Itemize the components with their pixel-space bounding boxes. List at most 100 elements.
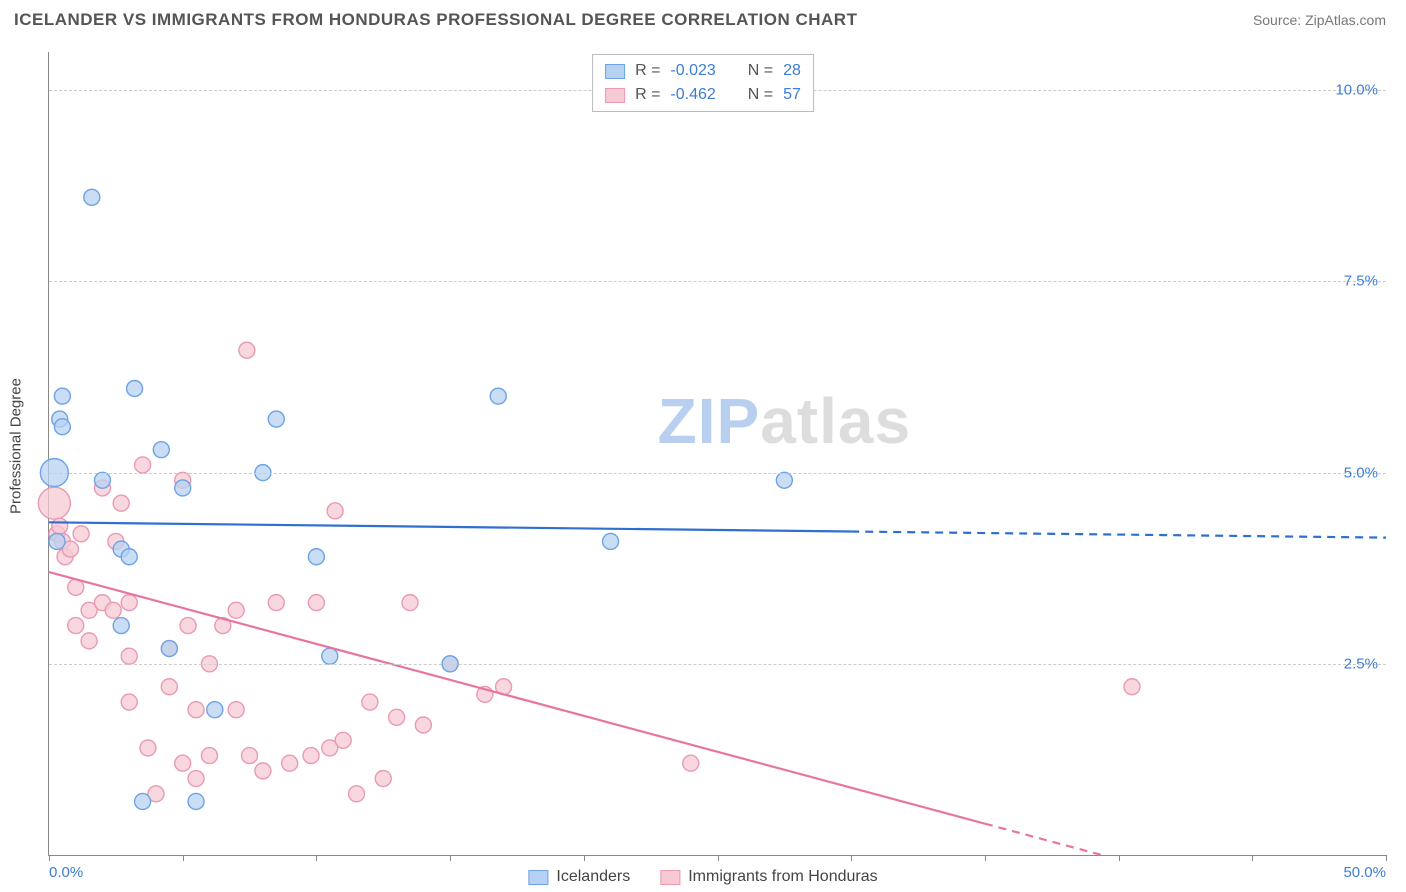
x-tick	[851, 855, 852, 861]
legend: Icelanders Immigrants from Honduras	[528, 868, 877, 886]
x-tick	[718, 855, 719, 861]
data-point	[188, 771, 204, 787]
data-point	[121, 648, 137, 664]
data-point	[308, 595, 324, 611]
data-point	[161, 641, 177, 657]
data-point	[54, 388, 70, 404]
gridline	[49, 664, 1386, 665]
data-point	[113, 495, 129, 511]
data-point	[255, 763, 271, 779]
data-point	[228, 702, 244, 718]
data-point	[175, 480, 191, 496]
data-point	[268, 595, 284, 611]
trend-line-extrapolated	[985, 824, 1102, 855]
y-axis-label: Professional Degree	[8, 378, 25, 514]
data-point	[389, 709, 405, 725]
stat-n-label: N =	[748, 59, 773, 83]
data-point	[327, 503, 343, 519]
data-point	[490, 388, 506, 404]
legend-swatch	[528, 870, 548, 885]
data-point	[121, 694, 137, 710]
data-point	[161, 679, 177, 695]
trend-line-extrapolated	[851, 532, 1386, 538]
y-tick-label: 5.0%	[1344, 464, 1378, 481]
data-point	[188, 793, 204, 809]
data-point	[175, 755, 191, 771]
data-point	[105, 602, 121, 618]
data-point	[402, 595, 418, 611]
data-point	[239, 342, 255, 358]
y-tick-label: 2.5%	[1344, 655, 1378, 672]
x-tick	[584, 855, 585, 861]
x-tick	[1386, 855, 1387, 861]
x-tick	[316, 855, 317, 861]
data-point	[52, 518, 68, 534]
data-point	[228, 602, 244, 618]
x-tick	[1119, 855, 1120, 861]
x-tick	[450, 855, 451, 861]
data-point	[362, 694, 378, 710]
legend-swatch	[660, 870, 680, 885]
y-tick-label: 10.0%	[1335, 82, 1378, 99]
data-point	[322, 648, 338, 664]
chart-header: ICELANDER VS IMMIGRANTS FROM HONDURAS PR…	[0, 0, 1406, 36]
data-point	[603, 533, 619, 549]
correlation-stats-box: R =-0.023N =28R =-0.462N =57	[592, 54, 814, 112]
x-tick-label: 50.0%	[1343, 864, 1386, 881]
stat-r-label: R =	[635, 83, 660, 107]
plot-area: 2.5%5.0%7.5%10.0%0.0%50.0%ZIPatlas	[48, 52, 1386, 856]
gridline	[49, 473, 1386, 474]
data-point	[54, 419, 70, 435]
y-tick-label: 7.5%	[1344, 273, 1378, 290]
data-point	[68, 618, 84, 634]
data-point	[127, 380, 143, 396]
data-point	[303, 748, 319, 764]
stat-n-value: 28	[783, 59, 801, 83]
x-tick	[985, 855, 986, 861]
data-point	[113, 618, 129, 634]
data-point	[335, 732, 351, 748]
x-tick-label: 0.0%	[49, 864, 83, 881]
data-point	[121, 595, 137, 611]
stat-r-label: R =	[635, 59, 660, 83]
x-tick	[183, 855, 184, 861]
data-point	[140, 740, 156, 756]
stats-row: R =-0.462N =57	[605, 83, 801, 107]
legend-item: Icelanders	[528, 868, 630, 886]
data-point	[38, 487, 70, 519]
data-point	[282, 755, 298, 771]
data-point	[81, 633, 97, 649]
chart-title: ICELANDER VS IMMIGRANTS FROM HONDURAS PR…	[14, 10, 857, 30]
series-swatch	[605, 88, 625, 103]
legend-item: Immigrants from Honduras	[660, 868, 877, 886]
data-point	[135, 793, 151, 809]
data-point	[49, 533, 65, 549]
data-point	[207, 702, 223, 718]
data-point	[73, 526, 89, 542]
source-attribution: Source: ZipAtlas.com	[1253, 12, 1386, 28]
data-point	[268, 411, 284, 427]
trend-line	[49, 572, 985, 824]
stat-r-value: -0.462	[670, 83, 715, 107]
x-tick	[1252, 855, 1253, 861]
data-point	[683, 755, 699, 771]
data-point	[121, 549, 137, 565]
trend-line	[49, 522, 851, 531]
data-point	[242, 748, 258, 764]
data-point	[94, 472, 110, 488]
data-point	[153, 442, 169, 458]
data-point	[415, 717, 431, 733]
data-point	[201, 748, 217, 764]
data-point	[84, 189, 100, 205]
stat-r-value: -0.023	[670, 59, 715, 83]
data-point	[180, 618, 196, 634]
legend-label: Icelanders	[556, 868, 630, 886]
gridline	[49, 281, 1386, 282]
data-point	[1124, 679, 1140, 695]
stat-n-value: 57	[783, 83, 801, 107]
data-point	[375, 771, 391, 787]
scatter-plot-svg	[49, 52, 1386, 855]
data-point	[188, 702, 204, 718]
data-point	[349, 786, 365, 802]
data-point	[308, 549, 324, 565]
